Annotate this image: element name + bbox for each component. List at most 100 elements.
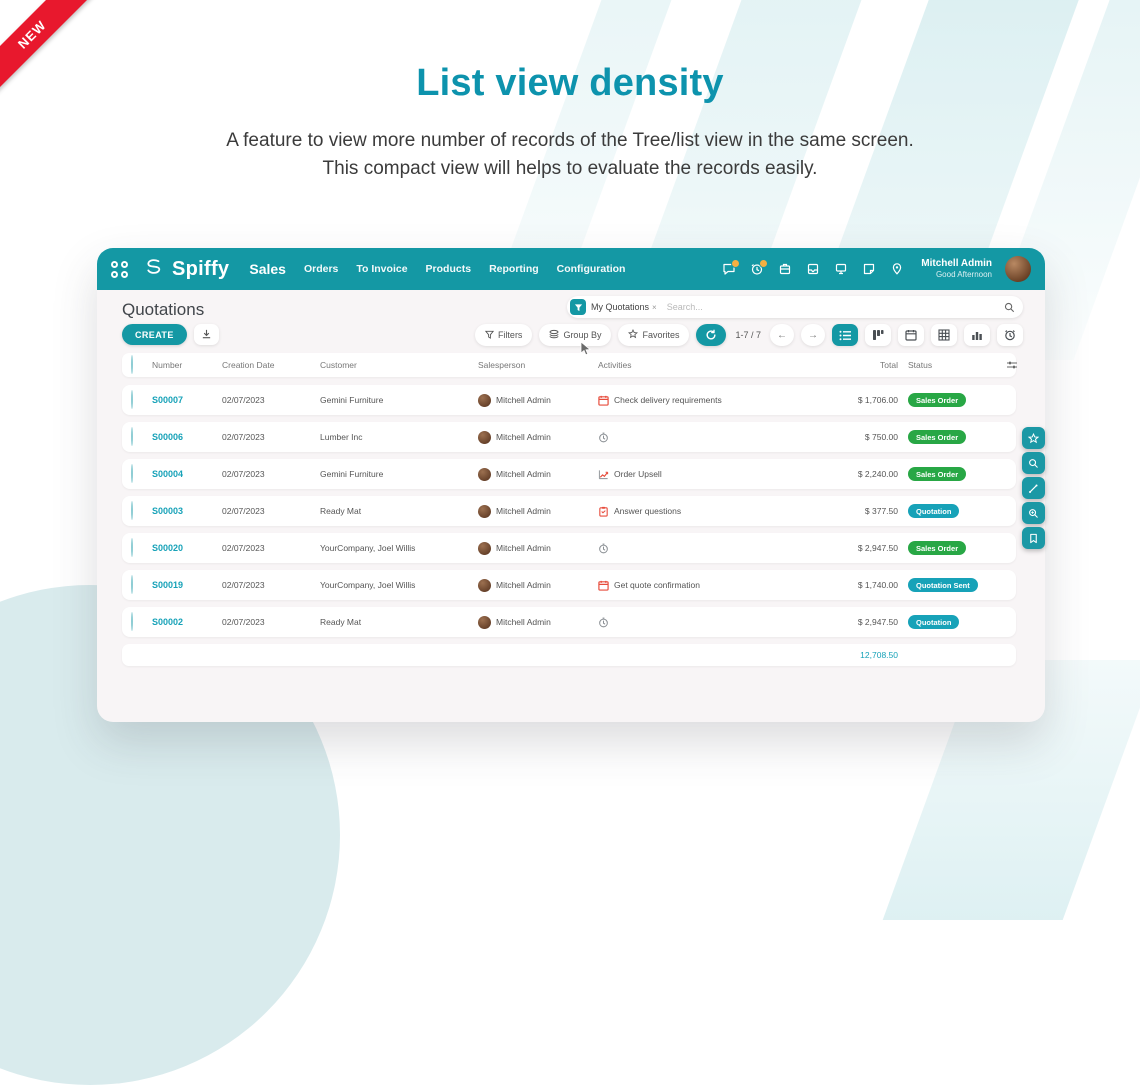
row-customer: YourCompany, Joel Willis: [320, 580, 416, 590]
table-row[interactable]: S00002 02/07/2023 Ready Mat Mitchell Admin $…: [122, 607, 1016, 637]
row-activity[interactable]: Order Upsell: [592, 469, 770, 480]
column-header-customer[interactable]: Customer: [320, 360, 357, 370]
row-salesperson: Mitchell Admin: [472, 615, 592, 629]
row-number[interactable]: S00007: [152, 395, 184, 405]
activity-label: Check delivery requirements: [614, 395, 722, 405]
salesperson-name: Mitchell Admin: [496, 469, 551, 479]
column-header-creation-date[interactable]: Creation Date: [222, 360, 275, 370]
location-icon[interactable]: [889, 262, 904, 277]
table-row[interactable]: S00006 02/07/2023 Lumber Inc Mitchell Admin…: [122, 422, 1016, 452]
row-activity[interactable]: Get quote confirmation: [592, 580, 770, 591]
messages-icon[interactable]: [721, 258, 741, 277]
row-select-circle[interactable]: [131, 390, 133, 409]
row-number[interactable]: S00004: [152, 469, 184, 479]
pager-next-button[interactable]: →: [801, 324, 825, 346]
column-header-activities[interactable]: Activities: [598, 360, 632, 370]
row-number[interactable]: S00020: [152, 543, 184, 553]
row-number[interactable]: S00019: [152, 580, 184, 590]
row-creation-date: 02/07/2023: [222, 543, 265, 553]
enterprise-icon[interactable]: [777, 262, 792, 277]
search-tool-button[interactable]: [1022, 452, 1045, 474]
group-by-button[interactable]: Group By: [539, 324, 612, 346]
table-row[interactable]: S00007 02/07/2023 Gemini Furniture Mitchell…: [122, 385, 1016, 415]
apps-menu-icon[interactable]: [111, 260, 128, 278]
export-button[interactable]: [193, 324, 219, 345]
zoom-tool-button[interactable]: [1022, 502, 1045, 524]
row-select-circle[interactable]: [131, 538, 133, 557]
table-row[interactable]: S00003 02/07/2023 Ready Mat Mitchell Admin A…: [122, 496, 1016, 526]
adjust-columns-icon[interactable]: [1006, 360, 1026, 370]
group-by-icon: [549, 329, 559, 341]
pager-prev-button[interactable]: ←: [770, 324, 794, 346]
table-row[interactable]: S00019 02/07/2023 YourCompany, Joel Willis…: [122, 570, 1016, 600]
status-badge: Sales Order: [908, 393, 967, 407]
nav-item-configuration[interactable]: Configuration: [556, 263, 626, 275]
refresh-button[interactable]: [696, 324, 727, 346]
column-header-status[interactable]: Status: [908, 360, 933, 370]
row-select-circle[interactable]: [131, 427, 133, 446]
module-name[interactable]: Sales: [249, 261, 286, 277]
row-select-circle[interactable]: [131, 464, 133, 483]
list-view-icon[interactable]: [832, 324, 858, 346]
table-row[interactable]: S00020 02/07/2023 YourCompany, Joel Willis…: [122, 533, 1016, 563]
activity-chart-icon: [598, 469, 609, 480]
row-total: $ 377.50: [864, 506, 898, 516]
favorites-button[interactable]: Favorites: [618, 324, 690, 346]
spiffy-logo-icon: [142, 255, 166, 284]
pivot-view-icon[interactable]: [931, 324, 957, 346]
note-icon[interactable]: [861, 262, 876, 277]
row-activity[interactable]: Check delivery requirements: [592, 395, 770, 406]
brand[interactable]: Spiffy: [142, 255, 229, 284]
activity-view-icon[interactable]: [997, 324, 1023, 346]
edit-tool-button[interactable]: [1022, 477, 1045, 499]
search-filter-chip[interactable]: My Quotations: [591, 302, 650, 312]
row-activity[interactable]: [592, 543, 770, 554]
graph-view-icon[interactable]: [964, 324, 990, 346]
favorites-label: Favorites: [642, 330, 680, 340]
row-select-circle[interactable]: [131, 612, 133, 631]
star-tool-button[interactable]: [1022, 427, 1045, 449]
table-footer-row: 12,708.50: [122, 644, 1016, 666]
select-all-circle[interactable]: [122, 355, 146, 374]
search-bar[interactable]: My Quotations ×: [567, 296, 1023, 318]
nav-item-to-invoice[interactable]: To Invoice: [356, 263, 408, 275]
select-all-circle-ring: [131, 355, 133, 374]
row-number[interactable]: S00003: [152, 506, 184, 516]
user-avatar[interactable]: [1005, 256, 1031, 282]
chip-close-icon[interactable]: ×: [652, 302, 657, 312]
nav-item-products[interactable]: Products: [425, 263, 472, 275]
row-number[interactable]: S00006: [152, 432, 184, 442]
nav-item-reporting[interactable]: Reporting: [489, 263, 539, 275]
app-window: Spiffy Sales Orders To Invoice Products Rep…: [97, 248, 1045, 722]
row-number[interactable]: S00002: [152, 617, 184, 627]
calendar-view-icon[interactable]: [898, 324, 924, 346]
row-select-circle[interactable]: [131, 575, 133, 594]
search-input[interactable]: [664, 301, 1004, 313]
bookmark-tool-icon: [1028, 533, 1039, 544]
activity-clock-icon[interactable]: [749, 258, 769, 277]
user-block[interactable]: Mitchell Admin Good Afternoon: [921, 258, 992, 280]
salesperson-name: Mitchell Admin: [496, 506, 551, 516]
new-ribbon-label: NEW: [0, 0, 92, 95]
row-status-cell: Quotation: [898, 615, 1006, 629]
row-select-cell: [122, 390, 146, 409]
inbox-icon[interactable]: [805, 262, 820, 277]
announcement-icon[interactable]: [833, 262, 848, 277]
table-row[interactable]: S00004 02/07/2023 Gemini Furniture Mitchell…: [122, 459, 1016, 489]
nav-item-orders[interactable]: Orders: [303, 263, 339, 275]
row-select-circle[interactable]: [131, 501, 133, 520]
column-header-total[interactable]: Total: [880, 360, 898, 370]
row-salesperson: Mitchell Admin: [472, 504, 592, 518]
row-activity[interactable]: [592, 617, 770, 628]
row-customer: Gemini Furniture: [320, 469, 384, 479]
row-activity[interactable]: Answer questions: [592, 506, 770, 517]
create-button[interactable]: CREATE: [122, 324, 187, 345]
filters-button[interactable]: Filters: [474, 324, 533, 346]
kanban-view-icon[interactable]: [865, 324, 891, 346]
column-header-salesperson[interactable]: Salesperson: [478, 360, 526, 370]
search-icon[interactable]: [1004, 302, 1015, 313]
bookmark-tool-button[interactable]: [1022, 527, 1045, 549]
column-header-number[interactable]: Number: [152, 360, 183, 370]
footer-total: 12,708.50: [860, 650, 898, 660]
row-activity[interactable]: [592, 432, 770, 443]
